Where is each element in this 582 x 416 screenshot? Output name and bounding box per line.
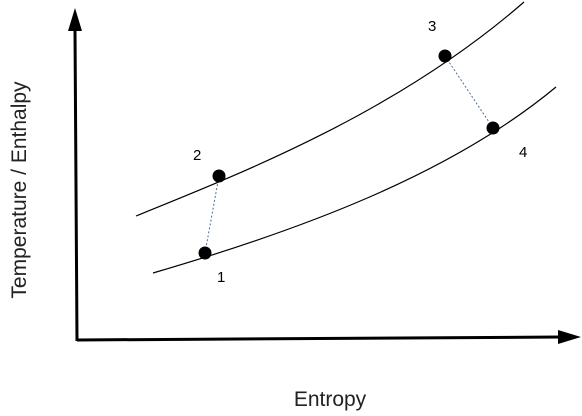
state-point-2 bbox=[212, 169, 226, 183]
process-line-3-4 bbox=[444, 55, 494, 129]
state-label-3: 3 bbox=[428, 18, 436, 35]
x-axis bbox=[76, 335, 561, 342]
y-axis bbox=[73, 29, 79, 342]
lower-curve bbox=[152, 86, 557, 274]
upper-curve bbox=[135, 1, 525, 217]
state-point-1 bbox=[198, 246, 212, 260]
state-point-3 bbox=[438, 49, 452, 63]
y-axis-arrowhead bbox=[68, 8, 82, 31]
x-axis-label: Entropy bbox=[294, 388, 367, 411]
state-label-4: 4 bbox=[519, 144, 527, 161]
x-axis-arrowhead bbox=[558, 330, 581, 344]
y-axis-label: Temperature / Enthalpy bbox=[8, 81, 31, 299]
process-line-1-2 bbox=[204, 175, 220, 254]
state-point-4 bbox=[486, 121, 500, 135]
state-label-1: 1 bbox=[217, 269, 225, 286]
state-label-2: 2 bbox=[193, 147, 201, 164]
